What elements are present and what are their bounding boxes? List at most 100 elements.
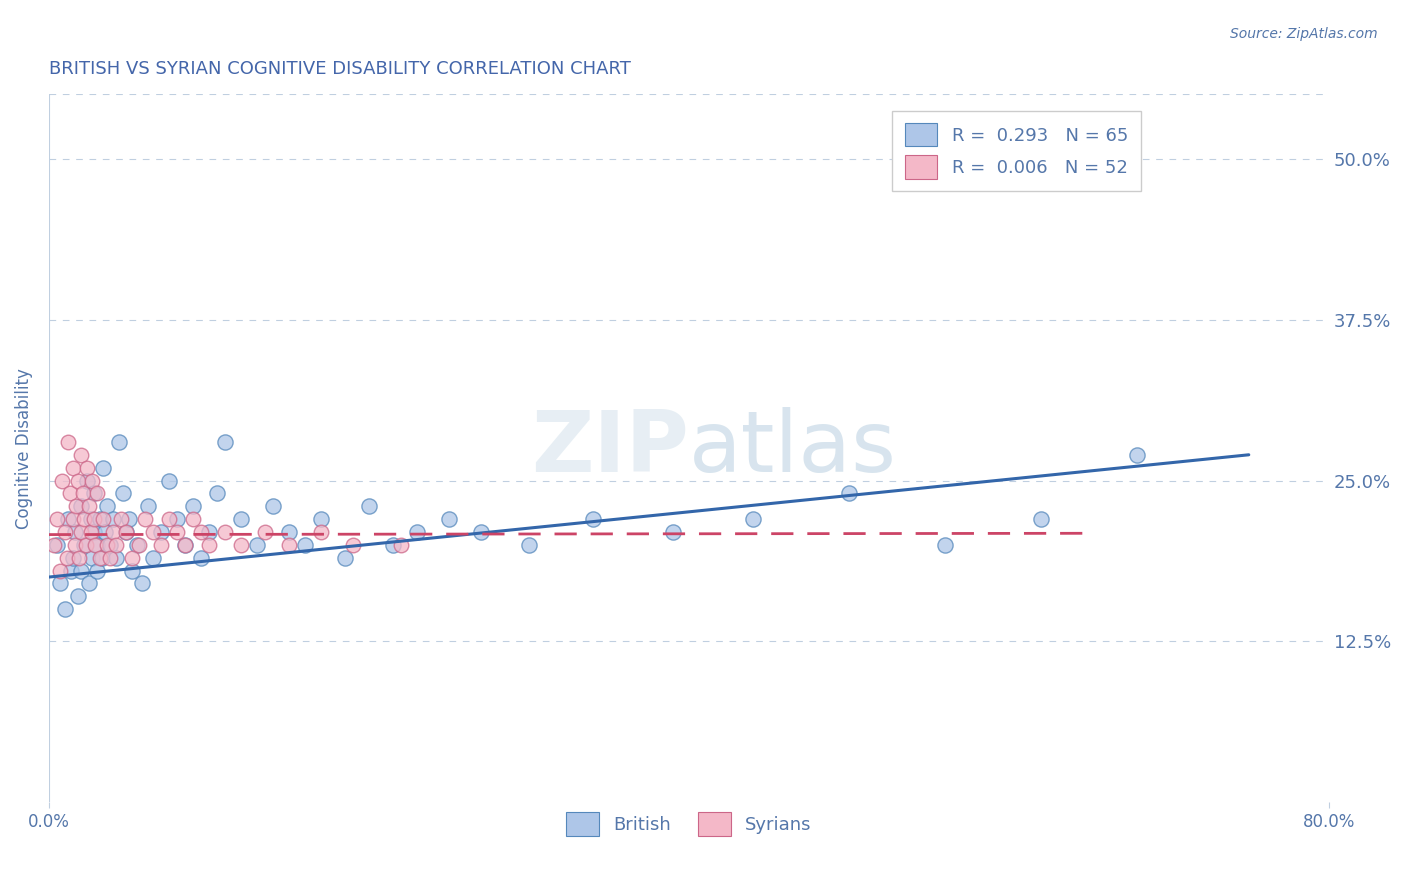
Point bbox=[77, 500, 100, 514]
Point bbox=[214, 434, 236, 449]
Point bbox=[108, 434, 131, 449]
Point bbox=[229, 538, 252, 552]
Point bbox=[70, 524, 93, 539]
Point bbox=[62, 512, 84, 526]
Point bbox=[111, 486, 134, 500]
Point bbox=[62, 460, 84, 475]
Point bbox=[381, 538, 404, 552]
Point bbox=[136, 500, 159, 514]
Y-axis label: Cognitive Disability: Cognitive Disability bbox=[15, 368, 32, 529]
Point bbox=[65, 500, 87, 514]
Point bbox=[142, 524, 165, 539]
Point bbox=[63, 524, 86, 539]
Point bbox=[105, 538, 128, 552]
Point bbox=[190, 524, 212, 539]
Point bbox=[205, 486, 228, 500]
Text: BRITISH VS SYRIAN COGNITIVE DISABILITY CORRELATION CHART: BRITISH VS SYRIAN COGNITIVE DISABILITY C… bbox=[49, 60, 631, 78]
Point bbox=[278, 538, 301, 552]
Point bbox=[73, 538, 96, 552]
Point bbox=[229, 512, 252, 526]
Point bbox=[838, 486, 860, 500]
Point bbox=[121, 564, 143, 578]
Point bbox=[125, 538, 148, 552]
Point bbox=[77, 576, 100, 591]
Point bbox=[470, 524, 492, 539]
Point bbox=[66, 590, 89, 604]
Point bbox=[89, 550, 111, 565]
Point bbox=[309, 524, 332, 539]
Point bbox=[73, 512, 96, 526]
Point bbox=[198, 538, 221, 552]
Point bbox=[181, 512, 204, 526]
Point bbox=[96, 538, 118, 552]
Point bbox=[253, 524, 276, 539]
Point bbox=[76, 474, 98, 488]
Point bbox=[75, 538, 97, 552]
Point bbox=[53, 524, 76, 539]
Point bbox=[98, 550, 121, 565]
Point bbox=[98, 538, 121, 552]
Point bbox=[157, 512, 180, 526]
Point bbox=[333, 550, 356, 565]
Point bbox=[437, 512, 460, 526]
Point bbox=[149, 538, 172, 552]
Point bbox=[357, 500, 380, 514]
Point bbox=[246, 538, 269, 552]
Point bbox=[82, 550, 104, 565]
Point bbox=[101, 524, 124, 539]
Point bbox=[84, 538, 107, 552]
Point bbox=[49, 576, 72, 591]
Point bbox=[157, 474, 180, 488]
Point bbox=[114, 524, 136, 539]
Point bbox=[86, 538, 108, 552]
Point bbox=[96, 500, 118, 514]
Point bbox=[94, 524, 117, 539]
Point bbox=[42, 538, 65, 552]
Point bbox=[60, 564, 83, 578]
Point bbox=[49, 564, 72, 578]
Point bbox=[53, 602, 76, 616]
Text: Source: ZipAtlas.com: Source: ZipAtlas.com bbox=[1230, 27, 1378, 41]
Point bbox=[389, 538, 412, 552]
Point bbox=[62, 550, 84, 565]
Point bbox=[79, 524, 101, 539]
Point bbox=[278, 524, 301, 539]
Point bbox=[1126, 448, 1149, 462]
Point bbox=[90, 550, 112, 565]
Point bbox=[59, 486, 82, 500]
Point bbox=[101, 512, 124, 526]
Point bbox=[79, 512, 101, 526]
Point bbox=[166, 524, 188, 539]
Point bbox=[142, 550, 165, 565]
Point bbox=[83, 512, 105, 526]
Point bbox=[134, 512, 156, 526]
Point bbox=[66, 474, 89, 488]
Point bbox=[55, 550, 77, 565]
Point bbox=[309, 512, 332, 526]
Point bbox=[262, 500, 284, 514]
Point bbox=[118, 512, 141, 526]
Point bbox=[93, 512, 115, 526]
Point bbox=[198, 524, 221, 539]
Point bbox=[190, 550, 212, 565]
Point bbox=[70, 564, 93, 578]
Point bbox=[70, 448, 93, 462]
Point bbox=[1029, 512, 1052, 526]
Point bbox=[214, 524, 236, 539]
Point bbox=[105, 550, 128, 565]
Point bbox=[294, 538, 316, 552]
Point bbox=[582, 512, 605, 526]
Point bbox=[174, 538, 197, 552]
Point bbox=[406, 524, 429, 539]
Text: ZIP: ZIP bbox=[531, 407, 689, 490]
Point bbox=[46, 512, 69, 526]
Point bbox=[89, 512, 111, 526]
Point bbox=[166, 512, 188, 526]
Point bbox=[70, 500, 93, 514]
Point bbox=[83, 486, 105, 500]
Point bbox=[46, 538, 69, 552]
Point bbox=[149, 524, 172, 539]
Point bbox=[86, 486, 108, 500]
Point bbox=[131, 576, 153, 591]
Point bbox=[662, 524, 685, 539]
